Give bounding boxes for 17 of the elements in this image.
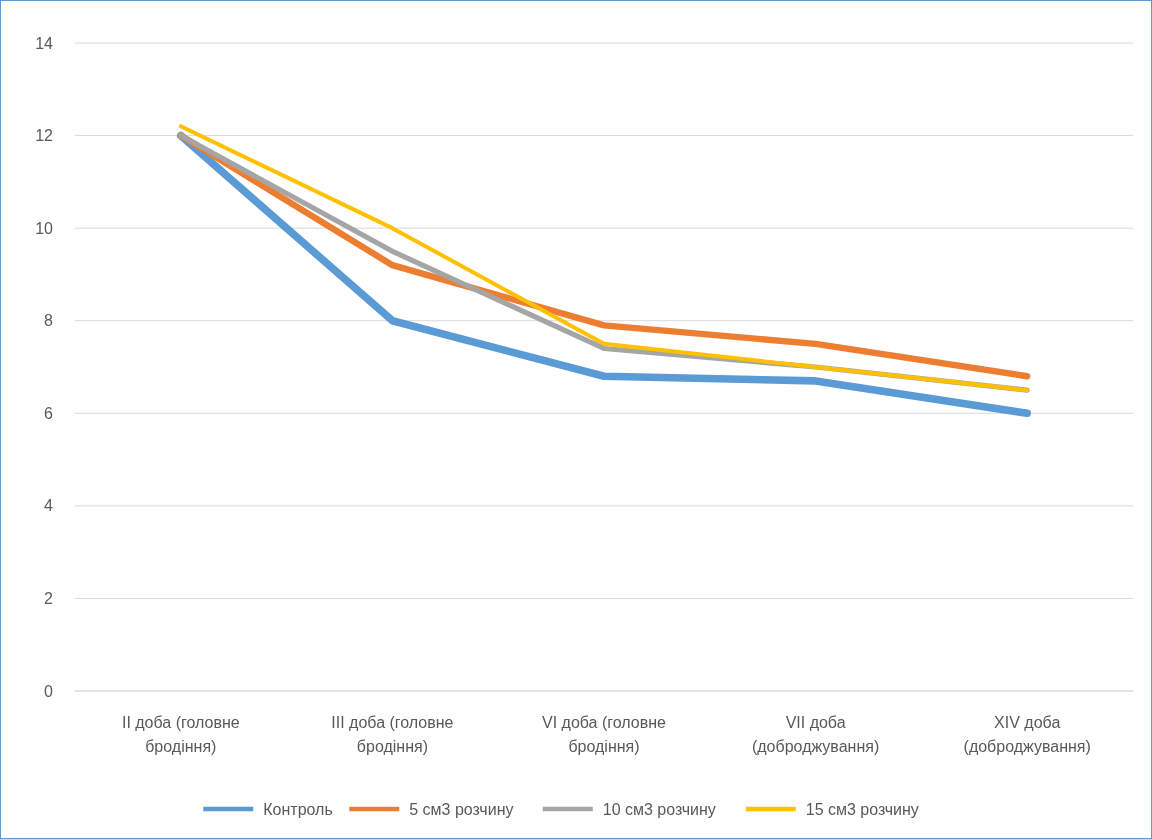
x-tick-label: III доба (головне бродіння) bbox=[331, 714, 454, 755]
legend-label: Контроль bbox=[263, 800, 333, 818]
y-tick-label: 6 bbox=[44, 404, 54, 422]
y-tick-label: 0 bbox=[44, 682, 54, 700]
y-tick-label: 2 bbox=[44, 590, 54, 608]
legend-label: 5 см3 розчину bbox=[409, 800, 514, 818]
legend-label: 10 см3 розчину bbox=[602, 800, 716, 818]
x-tick-label: VII доба (доброджування) bbox=[751, 714, 880, 755]
x-tick-label: XIV доба (доброджування) bbox=[963, 714, 1091, 755]
y-tick-label: 12 bbox=[35, 127, 54, 145]
x-tick-label: VI доба (головне бродіння) bbox=[542, 714, 667, 755]
y-tick-label: 10 bbox=[35, 219, 54, 237]
x-tick-label: II доба (головне бродіння) bbox=[121, 714, 240, 755]
y-tick-label: 4 bbox=[44, 497, 54, 515]
y-tick-label: 14 bbox=[35, 34, 54, 52]
y-tick-label: 8 bbox=[44, 312, 54, 330]
legend-label: 15 см3 розчину bbox=[805, 800, 919, 818]
